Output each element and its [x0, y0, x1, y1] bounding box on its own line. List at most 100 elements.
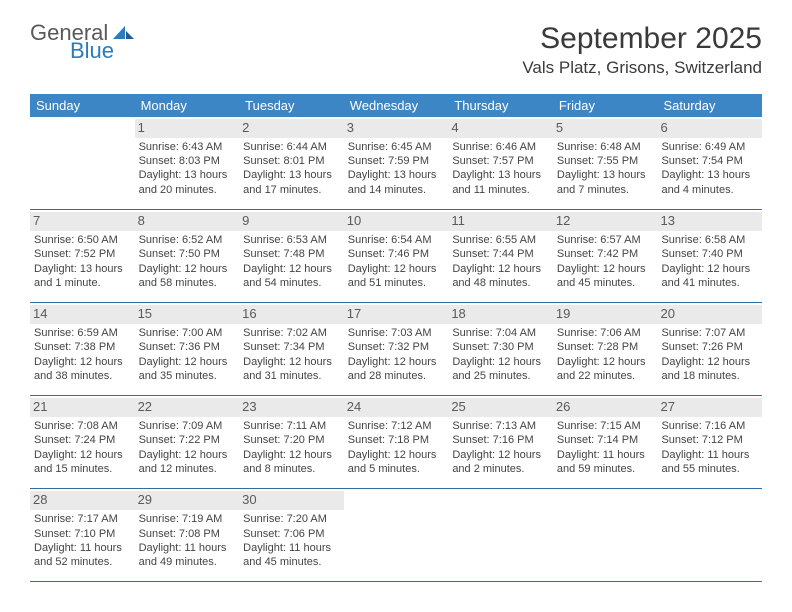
day-cell: 27 Sunrise: 7:16 AMSunset: 7:12 PMDayligh…	[657, 396, 762, 488]
sunset-text: Sunset: 7:08 PM	[139, 527, 236, 541]
daylight-text: Daylight: 12 hours and 48 minutes.	[452, 262, 549, 291]
day-number: 17	[344, 305, 449, 324]
daylight-text: Daylight: 12 hours and 35 minutes.	[139, 355, 236, 384]
day-number: 29	[135, 491, 240, 510]
day-cell: 17Sunrise: 7:03 AMSunset: 7:32 PMDayligh…	[344, 303, 449, 395]
day-number: 20	[657, 305, 762, 324]
logo: General Blue	[30, 22, 135, 62]
day-number: 4	[448, 119, 553, 138]
sunrise-text: Sunrise: 7:00 AM	[139, 326, 236, 340]
day-cell: 22Sunrise: 7:09 AMSunset: 7:22 PMDayligh…	[135, 396, 240, 488]
day-number: 15	[135, 305, 240, 324]
calendar-grid: Sunday Monday Tuesday Wednesday Thursday…	[30, 94, 762, 582]
sunset-text: Sunset: 7:57 PM	[452, 154, 549, 168]
week-row: 28Sunrise: 7:17 AMSunset: 7:10 PMDayligh…	[30, 489, 762, 582]
daylight-text: Daylight: 11 hours and 59 minutes.	[557, 448, 654, 477]
day-number: 10	[344, 212, 449, 231]
sunrise-text: Sunrise: 6:43 AM	[139, 140, 236, 154]
day-number: 22	[135, 398, 240, 417]
day-cell	[448, 489, 553, 581]
sunset-text: Sunset: 7:52 PM	[34, 247, 131, 261]
day-number: 30	[239, 491, 344, 510]
daylight-text: Daylight: 11 hours and 55 minutes.	[661, 448, 758, 477]
day-cell: 4 Sunrise: 6:46 AMSunset: 7:57 PMDaylight…	[448, 117, 553, 209]
day-number: 18	[448, 305, 553, 324]
day-number: 14	[30, 305, 135, 324]
day-cell: 3Sunrise: 6:45 AMSunset: 7:59 PMDaylight…	[344, 117, 449, 209]
day-cell: 16Sunrise: 7:02 AMSunset: 7:34 PMDayligh…	[239, 303, 344, 395]
logo-sail-icon	[113, 24, 135, 40]
day-cell: 5Sunrise: 6:48 AMSunset: 7:55 PMDaylight…	[553, 117, 658, 209]
sunset-text: Sunset: 7:50 PM	[139, 247, 236, 261]
daylight-text: Daylight: 13 hours and 11 minutes.	[452, 168, 549, 197]
sunset-text: Sunset: 7:32 PM	[348, 340, 445, 354]
day-cell: 15Sunrise: 7:00 AMSunset: 7:36 PMDayligh…	[135, 303, 240, 395]
daylight-text: Daylight: 12 hours and 5 minutes.	[348, 448, 445, 477]
day-cell: 18Sunrise: 7:04 AMSunset: 7:30 PMDayligh…	[448, 303, 553, 395]
sunrise-text: Sunrise: 7:07 AM	[661, 326, 758, 340]
day-cell: 24 Sunrise: 7:12 AMSunset: 7:18 PMDayligh…	[344, 396, 449, 488]
day-cell: 19Sunrise: 7:06 AMSunset: 7:28 PMDayligh…	[553, 303, 658, 395]
day-number: 24	[344, 398, 449, 417]
daylight-text: Daylight: 12 hours and 25 minutes.	[452, 355, 549, 384]
day-number: 16	[239, 305, 344, 324]
sunset-text: Sunset: 7:14 PM	[557, 433, 654, 447]
daylight-text: Daylight: 13 hours and 20 minutes.	[139, 168, 236, 197]
day-cell: 29Sunrise: 7:19 AMSunset: 7:08 PMDayligh…	[135, 489, 240, 581]
sunrise-text: Sunrise: 6:53 AM	[243, 233, 340, 247]
day-cell: 11Sunrise: 6:55 AMSunset: 7:44 PMDayligh…	[448, 210, 553, 302]
day-cell	[344, 489, 449, 581]
sunset-text: Sunset: 7:26 PM	[661, 340, 758, 354]
day-cell: 7Sunrise: 6:50 AMSunset: 7:52 PMDaylight…	[30, 210, 135, 302]
daylight-text: Daylight: 13 hours and 14 minutes.	[348, 168, 445, 197]
sunrise-text: Sunrise: 7:06 AM	[557, 326, 654, 340]
sunset-text: Sunset: 7:48 PM	[243, 247, 340, 261]
sunrise-text: Sunrise: 7:13 AM	[452, 419, 549, 433]
sunrise-text: Sunrise: 7:19 AM	[139, 512, 236, 526]
sunset-text: Sunset: 7:46 PM	[348, 247, 445, 261]
sunrise-text: Sunrise: 7:08 AM	[34, 419, 131, 433]
sunset-text: Sunset: 7:24 PM	[34, 433, 131, 447]
day-cell: 21Sunrise: 7:08 AMSunset: 7:24 PMDayligh…	[30, 396, 135, 488]
week-row: 21Sunrise: 7:08 AMSunset: 7:24 PMDayligh…	[30, 396, 762, 489]
sunset-text: Sunset: 7:20 PM	[243, 433, 340, 447]
daylight-text: Daylight: 12 hours and 28 minutes.	[348, 355, 445, 384]
day-cell	[657, 489, 762, 581]
calendar-page: General Blue September 2025 Vals Platz, …	[0, 0, 792, 602]
sunrise-text: Sunrise: 7:16 AM	[661, 419, 758, 433]
day-cell	[553, 489, 658, 581]
sunrise-text: Sunrise: 6:57 AM	[557, 233, 654, 247]
day-cell: 20 Sunrise: 7:07 AMSunset: 7:26 PMDayligh…	[657, 303, 762, 395]
sunrise-text: Sunrise: 7:20 AM	[243, 512, 340, 526]
sunset-text: Sunset: 7:55 PM	[557, 154, 654, 168]
sunset-text: Sunset: 7:18 PM	[348, 433, 445, 447]
day-number: 9	[239, 212, 344, 231]
sunset-text: Sunset: 7:10 PM	[34, 527, 131, 541]
day-number: 27	[657, 398, 762, 417]
dayhead-fri: Friday	[553, 94, 658, 117]
sunrise-text: Sunrise: 7:04 AM	[452, 326, 549, 340]
sunrise-text: Sunrise: 7:09 AM	[139, 419, 236, 433]
sunset-text: Sunset: 8:03 PM	[139, 154, 236, 168]
day-cell: 28Sunrise: 7:17 AMSunset: 7:10 PMDayligh…	[30, 489, 135, 581]
logo-word2: Blue	[30, 40, 135, 62]
sunset-text: Sunset: 7:42 PM	[557, 247, 654, 261]
sunset-text: Sunset: 7:12 PM	[661, 433, 758, 447]
daylight-text: Daylight: 12 hours and 18 minutes.	[661, 355, 758, 384]
day-cell: 1Sunrise: 6:43 AMSunset: 8:03 PMDaylight…	[135, 117, 240, 209]
sunrise-text: Sunrise: 7:12 AM	[348, 419, 445, 433]
daylight-text: Daylight: 12 hours and 58 minutes.	[139, 262, 236, 291]
sunrise-text: Sunrise: 6:50 AM	[34, 233, 131, 247]
dayhead-wed: Wednesday	[344, 94, 449, 117]
day-number: 25	[448, 398, 553, 417]
sunrise-text: Sunrise: 7:15 AM	[557, 419, 654, 433]
day-number: 5	[553, 119, 658, 138]
sunrise-text: Sunrise: 6:58 AM	[661, 233, 758, 247]
daylight-text: Daylight: 13 hours and 7 minutes.	[557, 168, 654, 197]
day-header-row: Sunday Monday Tuesday Wednesday Thursday…	[30, 94, 762, 117]
sunrise-text: Sunrise: 6:46 AM	[452, 140, 549, 154]
sunrise-text: Sunrise: 6:59 AM	[34, 326, 131, 340]
day-cell: 6Sunrise: 6:49 AMSunset: 7:54 PMDaylight…	[657, 117, 762, 209]
sunrise-text: Sunrise: 7:11 AM	[243, 419, 340, 433]
sunrise-text: Sunrise: 6:45 AM	[348, 140, 445, 154]
